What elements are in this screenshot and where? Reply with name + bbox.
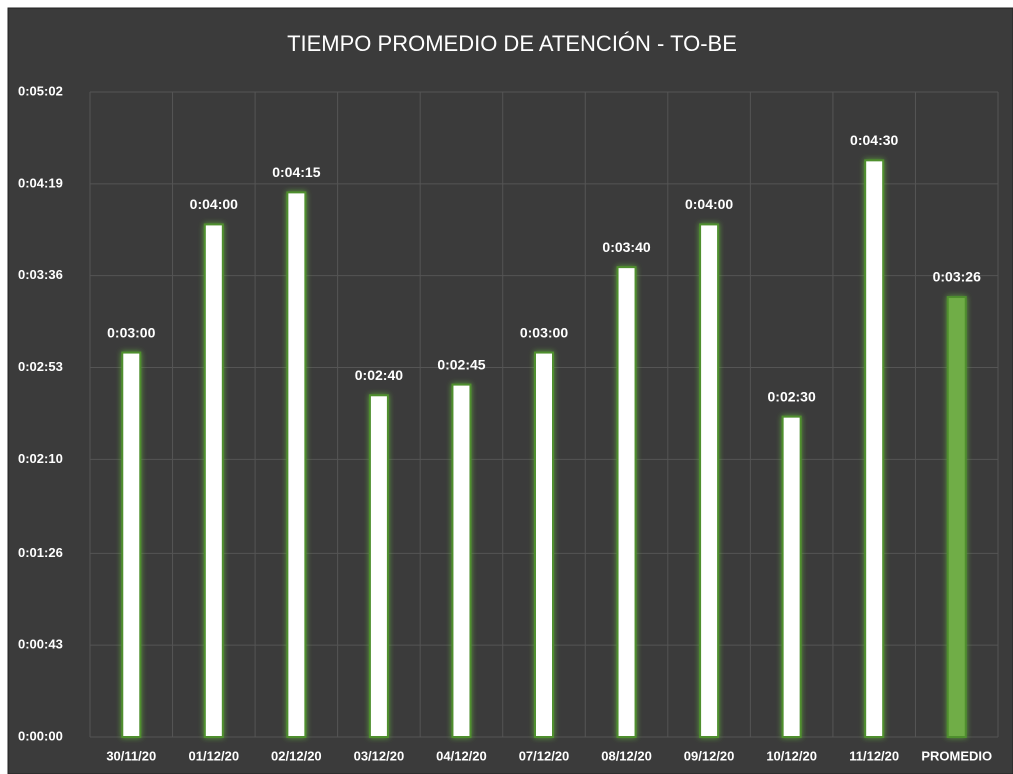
y-tick-label: 0:02:10 bbox=[18, 451, 63, 466]
chart-title: TIEMPO PROMEDIO DE ATENCIÓN - TO-BE bbox=[287, 31, 737, 56]
x-tick-label: 30/11/20 bbox=[106, 748, 156, 763]
y-tick-label: 0:04:19 bbox=[18, 175, 63, 190]
data-label: 0:02:30 bbox=[768, 388, 816, 404]
bar bbox=[864, 159, 885, 739]
y-tick-label: 0:01:26 bbox=[18, 545, 63, 560]
x-tick-label: 08/12/20 bbox=[601, 748, 652, 763]
chart-background bbox=[7, 7, 1013, 774]
x-tick-label: 03/12/20 bbox=[354, 748, 405, 763]
x-tick-label: 11/12/20 bbox=[849, 748, 899, 763]
x-tick-label: 01/12/20 bbox=[189, 748, 240, 763]
data-label: 0:03:40 bbox=[602, 239, 650, 255]
x-tick-label: PROMEDIO bbox=[921, 748, 992, 763]
data-label: 0:03:00 bbox=[520, 324, 568, 340]
data-label: 0:02:40 bbox=[355, 367, 403, 383]
y-tick-label: 0:00:43 bbox=[18, 637, 63, 652]
bar bbox=[534, 351, 554, 738]
y-tick-label: 0:03:36 bbox=[18, 267, 63, 282]
bar bbox=[121, 351, 142, 738]
x-tick-label: 07/12/20 bbox=[519, 748, 570, 763]
bar bbox=[946, 296, 967, 738]
y-tick-label: 0:00:00 bbox=[18, 728, 63, 743]
x-tick-label: 04/12/20 bbox=[436, 748, 487, 763]
x-tick-label: 09/12/20 bbox=[684, 748, 735, 763]
bar bbox=[451, 383, 472, 738]
bar bbox=[781, 415, 802, 738]
bar bbox=[286, 191, 307, 738]
data-label: 0:04:15 bbox=[272, 164, 320, 180]
data-label: 0:03:26 bbox=[933, 269, 981, 285]
data-label: 0:04:30 bbox=[850, 132, 898, 148]
data-label: 0:03:00 bbox=[107, 324, 155, 340]
y-tick-label: 0:05:02 bbox=[18, 83, 63, 98]
bar bbox=[203, 223, 224, 738]
data-label: 0:02:45 bbox=[437, 356, 485, 372]
data-label: 0:04:00 bbox=[685, 196, 733, 212]
x-tick-label: 10/12/20 bbox=[766, 748, 817, 763]
bar bbox=[616, 266, 637, 738]
bar bbox=[699, 223, 720, 738]
y-tick-label: 0:02:53 bbox=[18, 359, 63, 374]
x-tick-label: 02/12/20 bbox=[271, 748, 322, 763]
bar bbox=[368, 394, 389, 738]
data-label: 0:04:00 bbox=[190, 196, 238, 212]
